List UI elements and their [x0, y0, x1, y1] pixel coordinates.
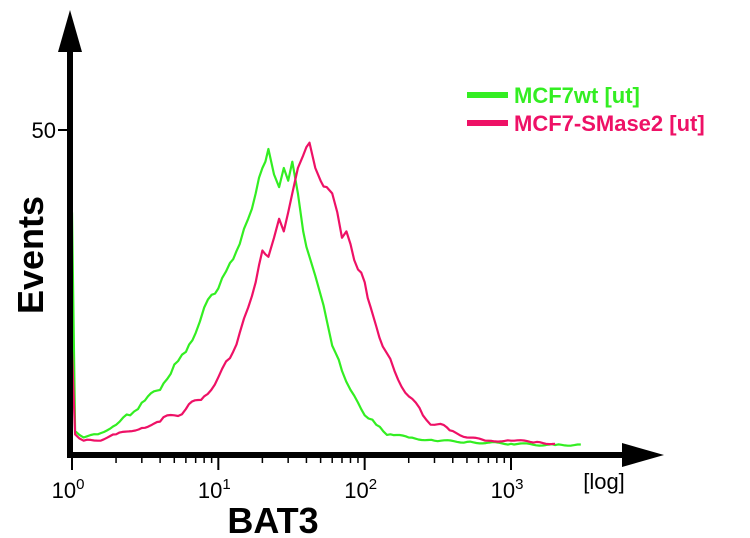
x-tick-label: 100 [52, 476, 85, 503]
x-axis-arrowhead [622, 443, 664, 467]
x-tick-label: 102 [344, 476, 377, 503]
x-axis-label: BAT3 [227, 500, 318, 538]
x-axis-unit-label: [log] [583, 469, 625, 494]
legend-label: MCF7-SMase2 [ut] [514, 111, 705, 136]
y-axis-label: Events [10, 196, 51, 314]
y-tick-layer: 50 [32, 118, 70, 143]
x-tick-label: 101 [198, 476, 231, 503]
series-line-mcf7wt [70, 147, 581, 447]
x-tick-label: 103 [491, 476, 524, 503]
y-tick-label: 50 [32, 118, 56, 143]
series-layer [70, 141, 581, 447]
legend: MCF7wt [ut] MCF7-SMase2 [ut] [467, 83, 705, 136]
series-line-mcf7-smase2 [70, 141, 556, 446]
x-tick-layer: 100 101 102 103 [52, 455, 524, 503]
y-axis-arrowhead [58, 10, 82, 52]
legend-label: MCF7wt [ut] [514, 83, 640, 108]
